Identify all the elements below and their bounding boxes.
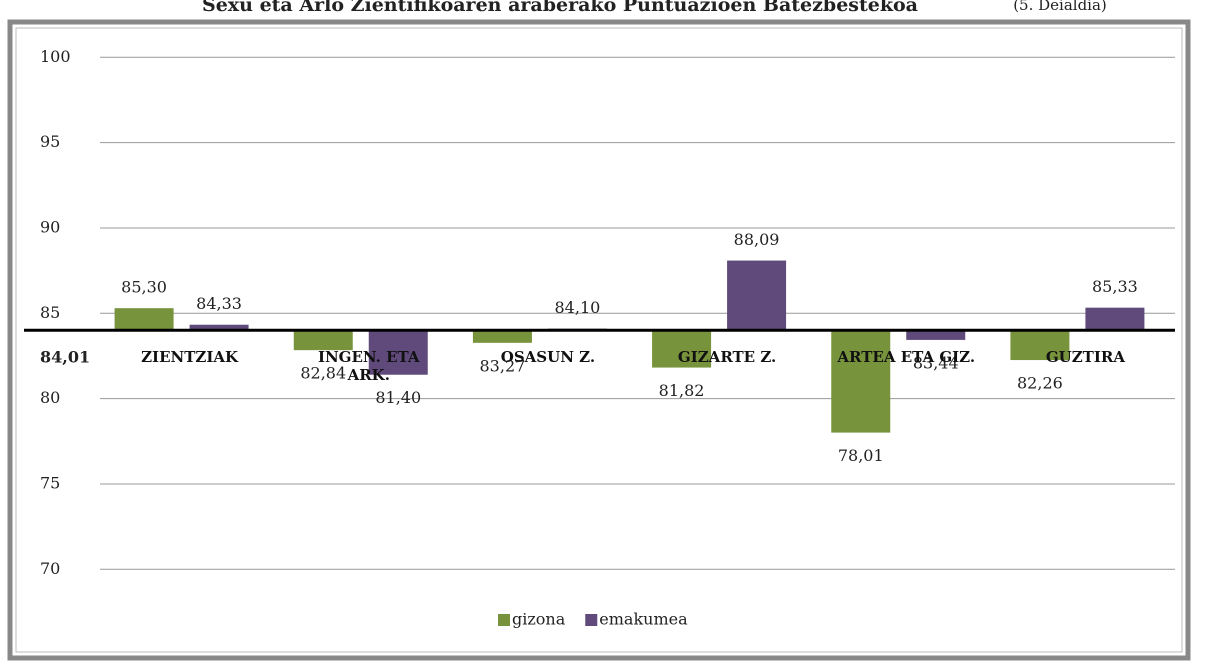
data-label: 84,33	[196, 294, 242, 313]
x-tick-label-box: OSASUN Z.	[500, 348, 596, 367]
y-tick-label: 70	[40, 559, 60, 578]
bar	[189, 324, 249, 331]
legend-label: emakumea	[599, 610, 688, 629]
data-label: 88,09	[734, 230, 780, 249]
bar	[906, 330, 966, 340]
y-tick-label: 85	[40, 303, 60, 322]
bar	[652, 330, 712, 368]
data-label: 78,01	[838, 446, 884, 465]
bar	[831, 330, 891, 433]
legend-swatch	[585, 614, 598, 626]
data-label: 82,26	[1017, 374, 1063, 393]
legend-swatch	[498, 614, 510, 626]
y-tick-label: 75	[40, 473, 60, 492]
x-tick-label-box: ARTEA ETA GIZ.	[837, 348, 976, 367]
bar	[114, 308, 174, 331]
x-tick-label-box: ZIENTZIAK	[141, 348, 239, 367]
y-tick-label: 80	[40, 388, 60, 407]
data-label: 83,27	[480, 356, 526, 375]
chart-frame	[7, 19, 1191, 661]
data-label: 81,82	[659, 381, 705, 400]
x-tick-label-box: GIZARTE Z.	[677, 348, 777, 367]
legend-label: gizona	[512, 610, 566, 629]
x-tick-label: OSASUN Z.	[500, 348, 596, 367]
baseline-label: 84,01	[40, 348, 90, 367]
x-tick-label: INGEN. ETA ARK.	[317, 348, 420, 385]
data-label: 85,33	[1092, 277, 1138, 296]
bar	[368, 330, 428, 375]
x-tick-label: ARTEA ETA GIZ.	[837, 348, 976, 367]
x-tick-label-box: INGEN. ETA ARK.	[317, 348, 420, 385]
x-tick-label: GIZARTE Z.	[677, 348, 777, 367]
y-tick-label: 100	[40, 47, 71, 66]
bar	[293, 330, 353, 351]
x-tick-label: GUZTIRA	[1045, 348, 1125, 367]
chart-title: Sexu eta Arlo Zientifikoaren araberako P…	[202, 0, 918, 16]
bar	[727, 260, 787, 331]
data-label: 82,84	[300, 364, 346, 383]
y-tick-label: 95	[40, 132, 60, 151]
data-label: 83,44	[913, 353, 959, 372]
y-tick-label: 90	[40, 217, 60, 236]
data-label: 84,10	[555, 298, 601, 317]
plot-frame	[15, 27, 1183, 653]
data-label: 85,30	[121, 278, 167, 297]
bar	[1010, 330, 1070, 361]
chart-subtitle: (5. Deialdia)	[1013, 0, 1107, 14]
bar	[472, 330, 532, 343]
bar	[1085, 307, 1145, 331]
data-label: 81,40	[375, 388, 421, 407]
x-tick-label: ZIENTZIAK	[141, 348, 239, 367]
x-tick-label-box: GUZTIRA	[1045, 348, 1125, 367]
